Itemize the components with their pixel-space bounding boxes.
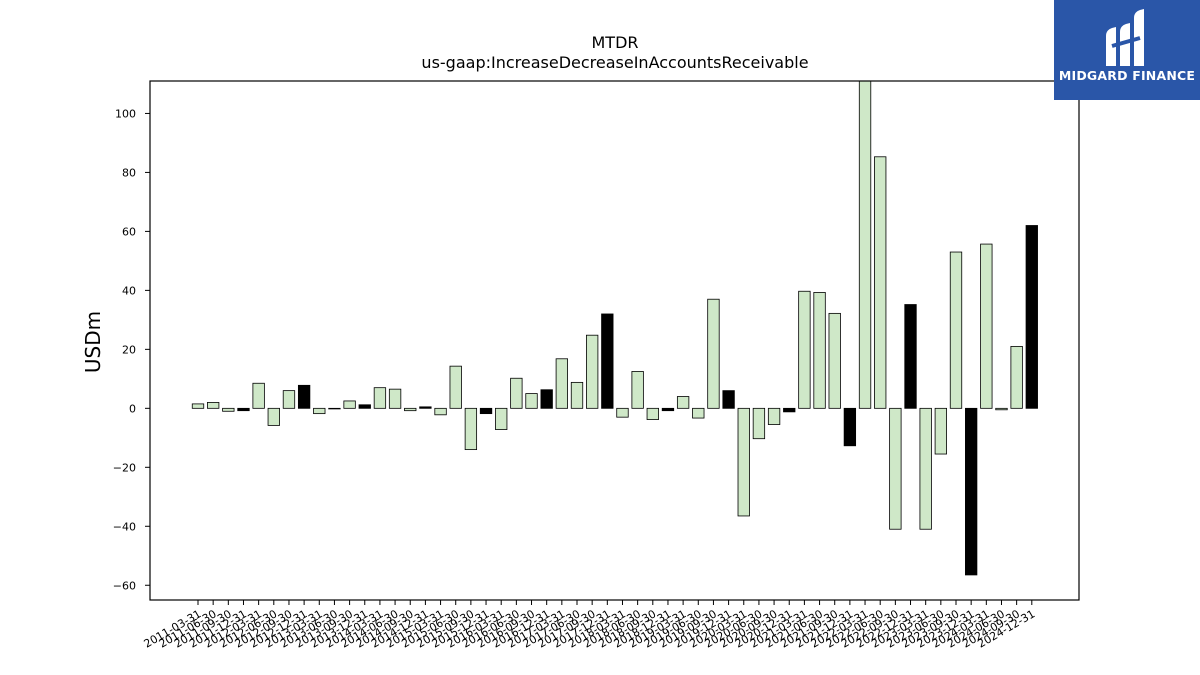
bar-2014-06-30	[388, 388, 402, 409]
chart-subtitle: us-gaap:IncreaseDecreaseInAccountsReceiv…	[421, 53, 808, 72]
bar-2017-06-30	[570, 381, 584, 409]
bar-2020-03-31	[737, 407, 750, 517]
chart-title: MTDR	[591, 33, 638, 52]
bar-2013-06-30	[328, 407, 341, 410]
bar-2018-03-31	[616, 407, 629, 418]
bar-2020-12-31	[783, 407, 796, 413]
y-tick-label: 0	[129, 402, 136, 415]
bar-2018-06-30	[631, 371, 644, 409]
plot-frame	[149, 80, 1080, 601]
bar-2012-03-31	[252, 382, 265, 409]
y-tick-label: −60	[113, 579, 136, 592]
bar-2011-12-31	[237, 407, 250, 412]
bar-2023-06-30	[934, 407, 947, 455]
bar-2024-03-31	[980, 243, 993, 409]
bar-2013-12-31	[358, 404, 371, 409]
bar-2015-12-31	[479, 407, 493, 415]
bar-2013-09-30	[343, 400, 356, 409]
y-axis-ticks: −60 −40 −20 0 20 40 60 80 100	[113, 107, 150, 592]
bar-2017-12-31	[601, 313, 614, 409]
bar-2011-09-30	[222, 407, 235, 412]
bar-2024-09-30	[1010, 345, 1023, 409]
bar-2014-03-31	[373, 387, 387, 409]
bar-2013-03-31	[313, 407, 326, 415]
bar-2015-06-30	[449, 365, 462, 409]
bar-2018-09-30	[646, 407, 659, 420]
bar-2012-06-30	[267, 407, 280, 426]
bar-2019-06-30	[692, 407, 705, 419]
bar-2020-06-30	[752, 407, 766, 440]
bars-group	[191, 80, 1038, 576]
x-axis-ticks: 2011-03-312011-06-302011-09-302011-12-31…	[142, 600, 1037, 651]
bar-2022-09-30	[889, 407, 902, 530]
bar-2017-03-31	[555, 358, 568, 409]
y-tick-label: 100	[115, 107, 136, 120]
bar-2021-03-31	[798, 290, 811, 409]
bar-2014-12-31	[419, 406, 432, 409]
bar-2016-09-30	[525, 393, 538, 409]
bar-2012-09-30	[282, 390, 296, 409]
bar-2024-06-30	[995, 407, 1008, 411]
y-tick-label: 20	[122, 343, 136, 356]
bar-2017-09-30	[586, 334, 599, 409]
bar-2014-09-30	[404, 407, 417, 412]
bar-2022-06-30	[874, 156, 887, 409]
bar-2016-12-31	[540, 389, 553, 409]
bar-2023-12-31	[965, 407, 978, 576]
y-tick-label: 60	[122, 225, 136, 238]
bar-2011-06-30	[207, 402, 220, 409]
bar-2020-09-30	[767, 407, 781, 425]
brand-logo: MIDGARD FINANCE	[1054, 0, 1200, 100]
bar-2012-12-31	[297, 384, 311, 409]
bar-2022-12-31	[904, 304, 917, 409]
bar-2022-03-31	[858, 80, 872, 409]
bar-2015-03-31	[434, 407, 447, 416]
bar-2016-03-31	[495, 407, 508, 430]
bar-2023-03-31	[919, 407, 932, 530]
bar-2021-09-30	[828, 312, 841, 409]
bar-2018-12-31	[661, 407, 675, 412]
y-tick-label: 80	[122, 166, 136, 179]
y-axis-label: USDm	[81, 311, 105, 373]
bar-2015-09-30	[464, 407, 478, 451]
bar-2019-09-30	[707, 298, 720, 409]
bar-2021-06-30	[813, 292, 826, 409]
brand-name: MIDGARD FINANCE	[1058, 68, 1196, 83]
bar-2021-12-31	[843, 407, 857, 447]
y-tick-label: 40	[122, 284, 136, 297]
bar-2011-03-31	[191, 403, 205, 409]
bar-2019-12-31	[722, 390, 735, 409]
bar-2024-12-31	[1025, 225, 1038, 409]
y-tick-label: −20	[113, 461, 136, 474]
bar-2023-09-30	[949, 251, 963, 409]
bar-2019-03-31	[676, 396, 690, 409]
bar-2016-06-30	[510, 377, 523, 409]
y-tick-label: −40	[113, 520, 136, 533]
midgard-mark-icon	[1106, 9, 1144, 66]
